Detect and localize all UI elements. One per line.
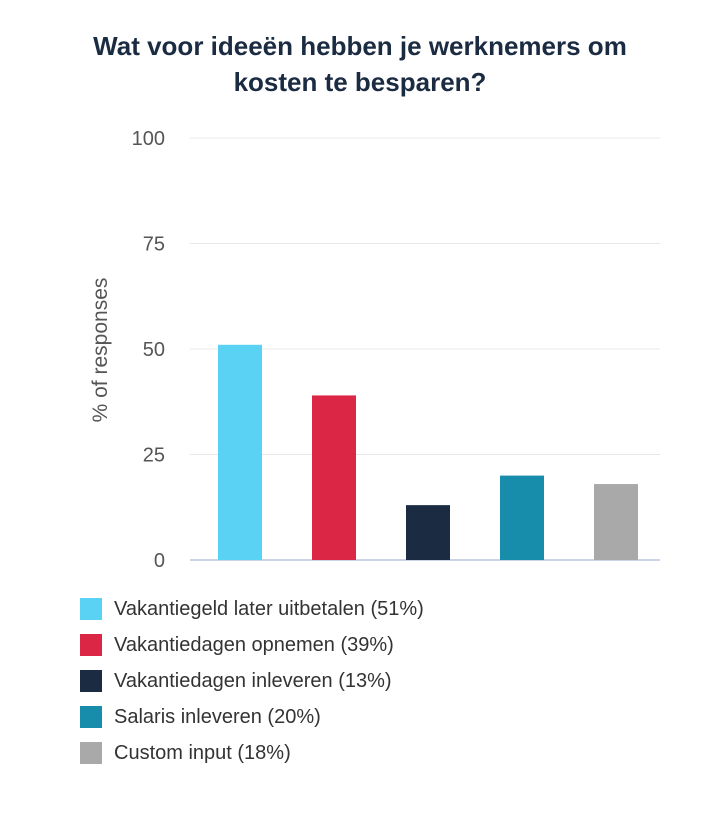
y-tick-label-25: 25 <box>143 445 165 467</box>
bar-2 <box>312 395 356 560</box>
bar-3 <box>406 505 450 560</box>
legend-swatch-2 <box>80 634 102 656</box>
legend-label-3: Vakantiedagen inleveren (13%) <box>114 669 392 692</box>
legend-item-2: Vakantiedagen opnemen (39%) <box>80 627 424 663</box>
legend-item-3: Vakantiedagen inleveren (13%) <box>80 663 424 699</box>
chart-title: Wat voor ideeën hebben je werknemers om … <box>40 28 680 100</box>
bar-1 <box>218 344 262 560</box>
legend-item-1: Vakantiegeld later uitbetalen (51%) <box>80 591 424 627</box>
bar-chart: 0 25 50 75 100 <box>132 128 660 572</box>
legend-item-4: Salaris inleveren (20%) <box>80 699 424 735</box>
y-tick-label-100: 100 <box>132 128 165 150</box>
y-tick-labels: 0 25 50 75 100 <box>132 128 165 572</box>
legend-swatch-5 <box>80 742 102 764</box>
legend-label-2: Vakantiedagen opnemen (39%) <box>114 633 394 656</box>
legend-label-5: Custom input (18%) <box>114 741 291 764</box>
legend-swatch-3 <box>80 670 102 692</box>
y-tick-label-50: 50 <box>143 339 165 361</box>
legend-item-5: Custom input (18%) <box>80 735 424 771</box>
y-tick-label-0: 0 <box>154 550 165 572</box>
legend-swatch-1 <box>80 598 102 620</box>
legend: Vakantiegeld later uitbetalen (51%) Vakan… <box>80 591 424 771</box>
legend-swatch-4 <box>80 706 102 728</box>
bars <box>218 344 638 560</box>
legend-label-4: Salaris inleveren (20%) <box>114 705 321 728</box>
chart-title-line-2: kosten te besparen? <box>233 67 487 97</box>
bar-4 <box>500 475 544 560</box>
y-tick-label-75: 75 <box>143 234 165 256</box>
bar-5 <box>594 484 638 560</box>
chart-title-line-1: Wat voor ideeën hebben je werknemers om <box>93 31 627 61</box>
legend-label-1: Vakantiegeld later uitbetalen (51%) <box>114 597 424 620</box>
